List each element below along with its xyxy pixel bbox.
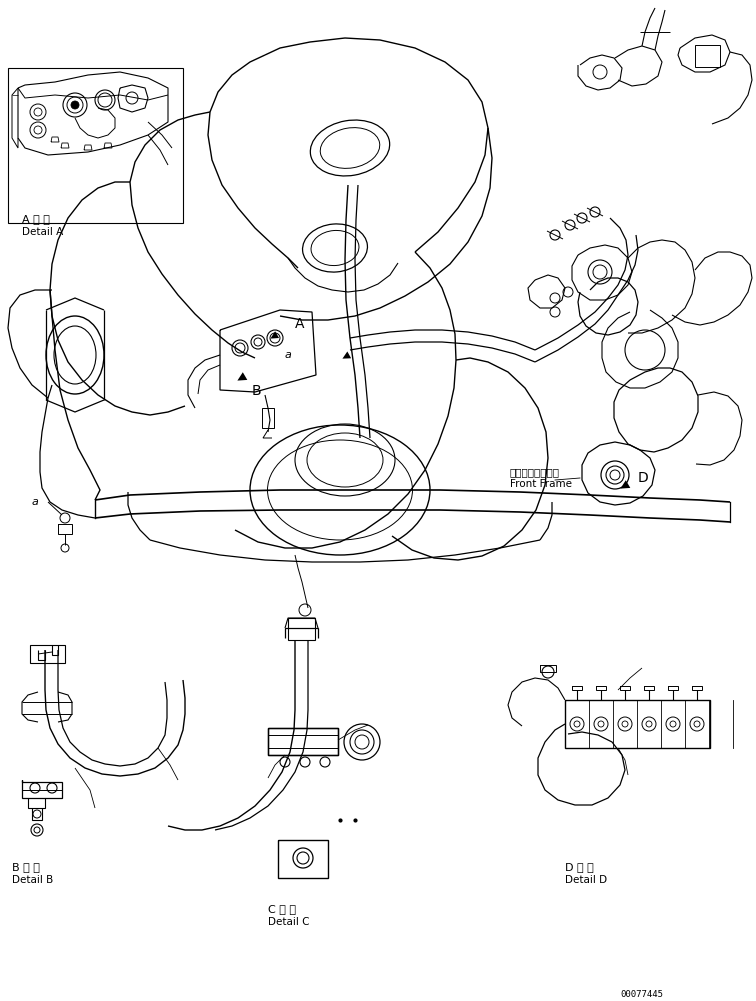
Text: a: a bbox=[285, 350, 292, 360]
Bar bbox=[268, 728, 338, 755]
Bar bbox=[262, 408, 274, 428]
Text: A: A bbox=[295, 317, 305, 331]
Text: フロントフレーム: フロントフレーム bbox=[510, 467, 560, 477]
Text: 00077445: 00077445 bbox=[620, 990, 663, 999]
Text: D 詳 細: D 詳 細 bbox=[565, 862, 593, 872]
Text: B: B bbox=[252, 384, 262, 398]
Text: A 詳 細: A 詳 細 bbox=[22, 214, 50, 224]
Text: Front Frame: Front Frame bbox=[510, 479, 572, 489]
Bar bbox=[695, 45, 720, 67]
Text: C 詳 細: C 詳 細 bbox=[268, 904, 296, 914]
Text: Detail C: Detail C bbox=[268, 917, 309, 927]
Bar bbox=[288, 618, 315, 640]
Text: Detail A: Detail A bbox=[22, 227, 64, 237]
Text: D: D bbox=[638, 471, 649, 485]
Circle shape bbox=[71, 101, 79, 109]
Text: Detail B: Detail B bbox=[12, 875, 53, 885]
Text: Detail D: Detail D bbox=[565, 875, 607, 885]
Text: B 詳 細: B 詳 細 bbox=[12, 862, 40, 872]
Text: a: a bbox=[32, 497, 39, 507]
Bar bbox=[30, 645, 65, 663]
Bar bbox=[8, 68, 183, 223]
